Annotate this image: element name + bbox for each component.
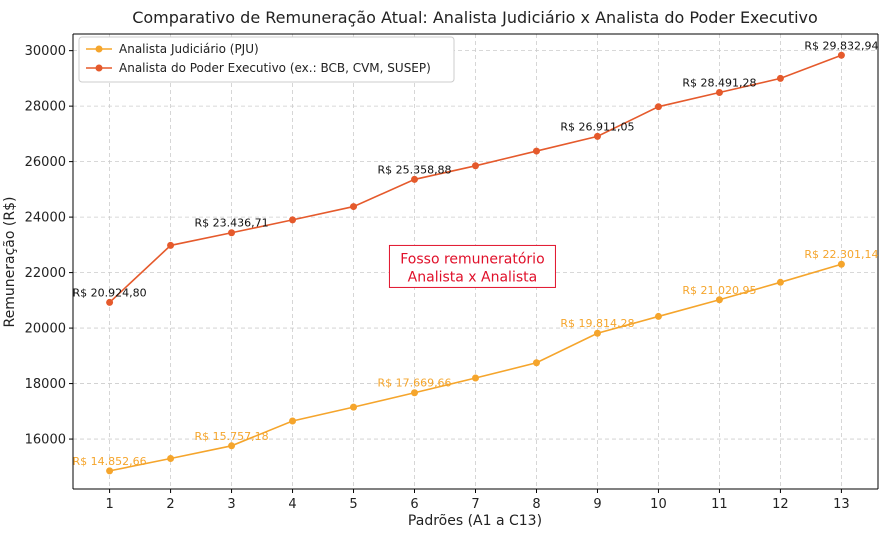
data-point-executivo <box>350 203 358 211</box>
legend-marker-executivo <box>95 64 103 72</box>
y-tick-label: 22000 <box>25 266 66 281</box>
legend-label-executivo: Analista do Poder Executivo (ex.: BCB, C… <box>119 61 431 75</box>
y-tick-label: 20000 <box>25 322 66 337</box>
legend-marker-pju <box>95 45 103 53</box>
legend-label-pju: Analista Judiciário (PJU) <box>119 42 259 56</box>
data-point-pju <box>289 417 297 425</box>
x-tick-label: 10 <box>650 497 667 512</box>
data-label-executivo: R$ 28.491,28 <box>682 77 756 90</box>
data-label-executivo: R$ 25.358,88 <box>377 163 451 176</box>
chart-title: Comparativo de Remuneração Atual: Analis… <box>132 8 818 27</box>
data-point-pju <box>532 359 540 367</box>
axes <box>69 33 879 493</box>
data-point-executivo <box>715 89 723 97</box>
x-tick-label: 2 <box>166 497 174 512</box>
series <box>106 51 845 475</box>
y-tick-label: 28000 <box>25 100 66 115</box>
x-tick-labels: 1 2 3 4 5 6 7 8 9 10 11 12 13 <box>105 497 849 512</box>
legend-box <box>78 36 455 83</box>
data-point-pju <box>228 442 236 450</box>
data-point-executivo <box>654 103 662 111</box>
x-tick-label: 4 <box>288 497 296 512</box>
x-axis-label: Padrões (A1 a C13) <box>408 513 542 529</box>
data-label-pju: R$ 22.301,14 <box>804 248 878 261</box>
data-labels: R$ 14.852,66 R$ 15.757,18 R$ 17.669,66 R$ 1… <box>73 39 879 468</box>
data-point-executivo <box>289 216 297 224</box>
x-tick-label: 6 <box>410 497 418 512</box>
data-label-pju: R$ 15.757,18 <box>194 430 268 443</box>
x-tick-label: 8 <box>532 497 540 512</box>
data-point-executivo <box>167 241 175 249</box>
x-tick-label: 11 <box>711 497 728 512</box>
data-label-pju: R$ 17.669,66 <box>377 377 451 390</box>
annotation-line-2: Analista x Analista <box>408 269 538 285</box>
data-point-pju <box>472 374 479 382</box>
x-tick-label: 12 <box>772 497 789 512</box>
data-point-pju <box>167 454 175 462</box>
data-point-pju <box>350 403 358 411</box>
data-point-pju <box>106 467 114 475</box>
data-point-executivo <box>593 132 601 140</box>
data-label-executivo: R$ 23.436,71 <box>194 217 268 230</box>
y-tick-label: 16000 <box>25 433 66 448</box>
annotation-line-1: Fosso remuneratório <box>400 251 544 267</box>
y-tick-label: 24000 <box>25 211 66 226</box>
y-tick-label: 30000 <box>25 44 66 59</box>
data-point-executivo <box>837 51 845 59</box>
data-point-executivo <box>472 162 479 170</box>
y-axis-label: Remuneração (R$) <box>2 197 18 328</box>
x-tick-label: 7 <box>471 497 479 512</box>
data-point-executivo <box>106 298 114 306</box>
data-point-executivo <box>228 229 236 237</box>
data-point-executivo <box>411 175 419 183</box>
data-label-pju: R$ 21.020,95 <box>682 284 756 297</box>
data-point-pju <box>837 260 845 268</box>
data-label-executivo: R$ 26.911,05 <box>560 120 634 133</box>
x-tick-label: 13 <box>833 497 850 512</box>
data-point-pju <box>593 329 601 337</box>
x-tick-label: 1 <box>105 497 113 512</box>
y-tick-labels: 16000 18000 20000 22000 24000 26000 28000 30000 <box>25 44 66 447</box>
data-label-executivo: R$ 20.924,80 <box>73 286 147 299</box>
data-label-pju: R$ 19.814,28 <box>560 317 634 330</box>
y-tick-label: 18000 <box>25 377 66 392</box>
data-point-pju <box>654 312 662 320</box>
data-label-pju: R$ 14.852,66 <box>73 455 147 468</box>
annotation-box <box>388 244 556 288</box>
data-point-pju <box>715 296 723 304</box>
x-tick-label: 3 <box>227 497 235 512</box>
x-tick-label: 9 <box>593 497 601 512</box>
annotation: Fosso remuneratório Analista x Analista <box>388 244 556 288</box>
data-point-pju <box>776 278 784 286</box>
y-tick-label: 26000 <box>25 155 66 170</box>
data-point-executivo <box>776 74 784 82</box>
legend: Analista Judiciário (PJU) Analista do Po… <box>78 36 455 83</box>
data-point-pju <box>411 389 419 397</box>
x-tick-label: 5 <box>349 497 357 512</box>
data-label-executivo: R$ 29.832,94 <box>804 39 878 52</box>
data-point-executivo <box>532 147 540 155</box>
